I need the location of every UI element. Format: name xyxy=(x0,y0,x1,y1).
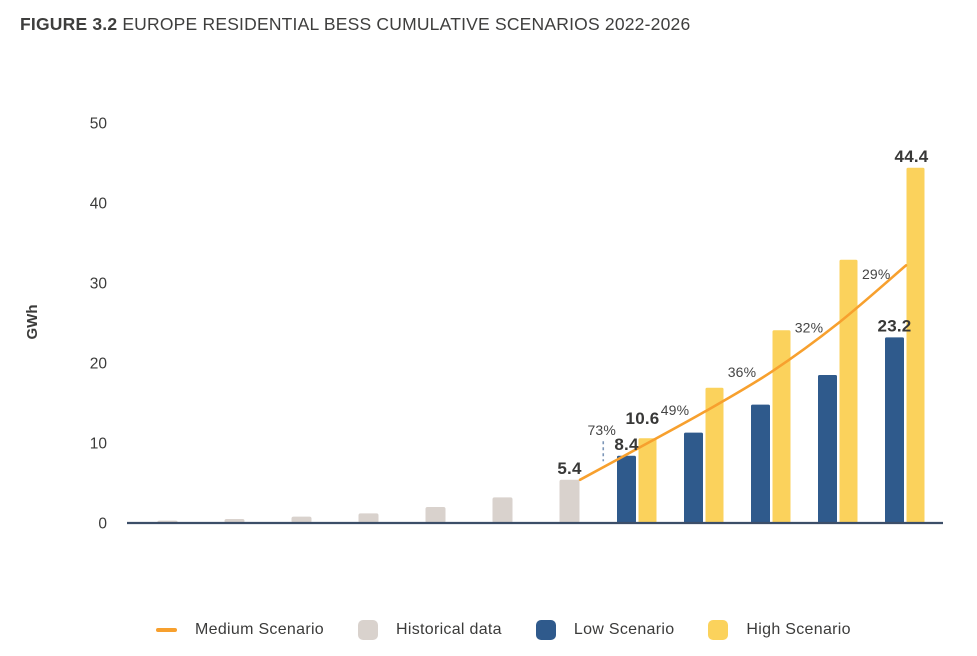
legend-label: Medium Scenario xyxy=(195,621,324,638)
growth-percent-label: 32% xyxy=(795,319,824,335)
bar-value-label: 23.2 xyxy=(878,316,912,335)
high-scenario-bar xyxy=(638,438,657,523)
medium-scenario-line xyxy=(578,264,908,482)
growth-percent-label: 49% xyxy=(661,402,690,418)
legend-label: Historical data xyxy=(396,621,502,638)
legend-swatch-low-icon xyxy=(535,620,556,640)
high-scenario-bar xyxy=(839,259,858,523)
y-axis-tick-label: 10 xyxy=(90,436,108,453)
low-scenario-bar xyxy=(751,404,770,523)
low-scenario-bar xyxy=(617,455,636,523)
legend-item-medium-scenario: Medium Scenario xyxy=(156,621,324,639)
bar-value-label: 10.6 xyxy=(626,409,660,428)
low-scenario-bar xyxy=(818,375,837,523)
figure-title: FIGURE 3.2 EUROPE RESIDENTIAL BESS CUMULA… xyxy=(20,14,690,35)
low-scenario-bar xyxy=(684,432,703,523)
figure-number: FIGURE 3.2 xyxy=(20,14,118,34)
y-axis-tick-label: 40 xyxy=(90,196,108,213)
legend-label: Low Scenario xyxy=(573,621,675,638)
bar-value-label: 44.4 xyxy=(895,147,929,166)
historical-bar xyxy=(492,497,513,523)
y-axis-tick-label: 30 xyxy=(90,276,108,293)
bar-value-label: 5.4 xyxy=(557,459,582,478)
bar-value-label: 8.4 xyxy=(614,435,639,454)
historical-bar xyxy=(291,516,312,523)
high-scenario-bar xyxy=(906,167,925,524)
legend-swatch-historical-icon xyxy=(358,620,378,640)
legend-swatch-high-icon xyxy=(708,620,729,640)
y-axis-tick-label: 20 xyxy=(90,356,108,373)
historical-bar xyxy=(425,507,446,523)
legend-swatch-medium-line-icon xyxy=(156,628,177,632)
figure-title-text: EUROPE RESIDENTIAL BESS CUMULATIVE SCENA… xyxy=(122,14,691,34)
y-axis-tick-label: 50 xyxy=(90,116,108,133)
legend: Medium Scenario Historical data Low Scenar… xyxy=(156,608,851,652)
historical-bar xyxy=(358,513,379,523)
legend-label: High Scenario xyxy=(746,621,851,638)
growth-percent-label: 36% xyxy=(728,364,757,380)
low-scenario-bar xyxy=(885,337,904,523)
growth-percent-label: 29% xyxy=(862,266,891,282)
growth-percent-label: 73% xyxy=(587,422,616,438)
legend-item-high-scenario: High Scenario xyxy=(708,620,851,640)
high-scenario-bar xyxy=(705,387,724,523)
y-axis-title: GWh xyxy=(24,305,41,340)
y-axis-tick-label: 0 xyxy=(98,516,107,533)
legend-item-historical-data: Historical data xyxy=(358,620,502,640)
legend-item-low-scenario: Low Scenario xyxy=(535,620,675,640)
high-scenario-bar xyxy=(772,330,791,523)
historical-bar xyxy=(559,479,580,523)
bess-chart-svg: 0 10 20 30 40 50 GWh 73% 49% 36% 32% 29% 5.4 8.4 10.6 2… xyxy=(24,116,943,533)
